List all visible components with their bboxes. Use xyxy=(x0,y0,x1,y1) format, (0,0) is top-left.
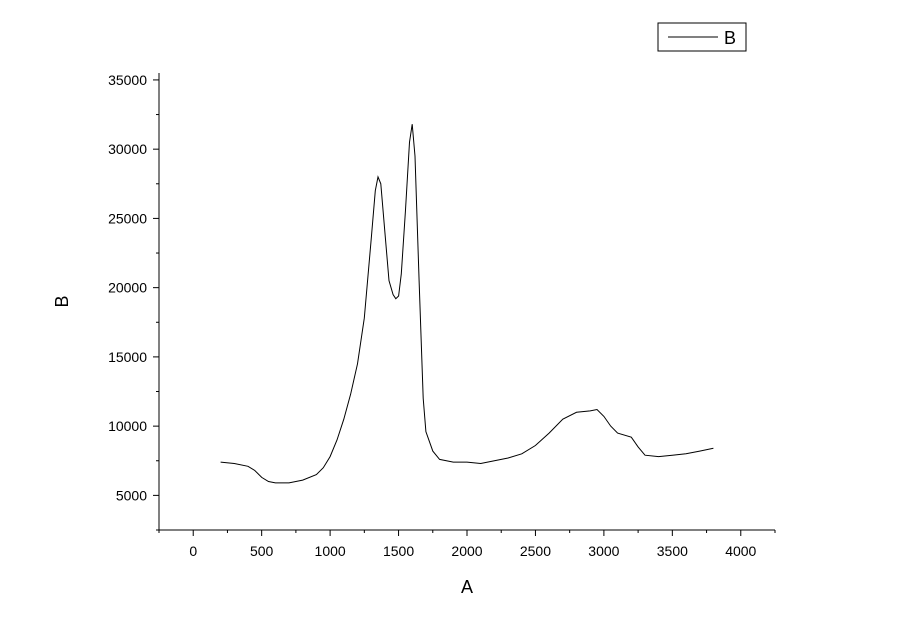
y-axis-label: B xyxy=(52,295,72,307)
x-tick-label: 0 xyxy=(189,543,197,559)
ticks-layer: 0 500 1000 1500 2000 2500 3000 3500 4000 5000 1000… xyxy=(108,72,776,559)
series-line-b xyxy=(220,124,714,484)
x-tick-label: 4000 xyxy=(725,543,756,559)
x-axis-label: A xyxy=(461,577,473,597)
y-tick-label: 15000 xyxy=(108,349,147,365)
y-tick-label: 25000 xyxy=(108,210,147,226)
y-tick-label: 10000 xyxy=(108,418,147,434)
legend-label-b: B xyxy=(724,28,736,48)
y-tick-label: 35000 xyxy=(108,72,147,88)
x-tick-label: 1000 xyxy=(315,543,346,559)
y-tick-label: 30000 xyxy=(108,141,147,157)
x-tick-label: 1500 xyxy=(383,543,414,559)
y-tick-label: 20000 xyxy=(108,280,147,296)
x-tick-label: 3500 xyxy=(657,543,688,559)
x-tick-label: 2500 xyxy=(520,543,551,559)
legend: B xyxy=(657,22,747,52)
y-tick-label: 5000 xyxy=(116,487,147,503)
x-tick-label: 2000 xyxy=(451,543,482,559)
x-tick-label: 3000 xyxy=(588,543,619,559)
x-tick-label: 500 xyxy=(250,543,274,559)
